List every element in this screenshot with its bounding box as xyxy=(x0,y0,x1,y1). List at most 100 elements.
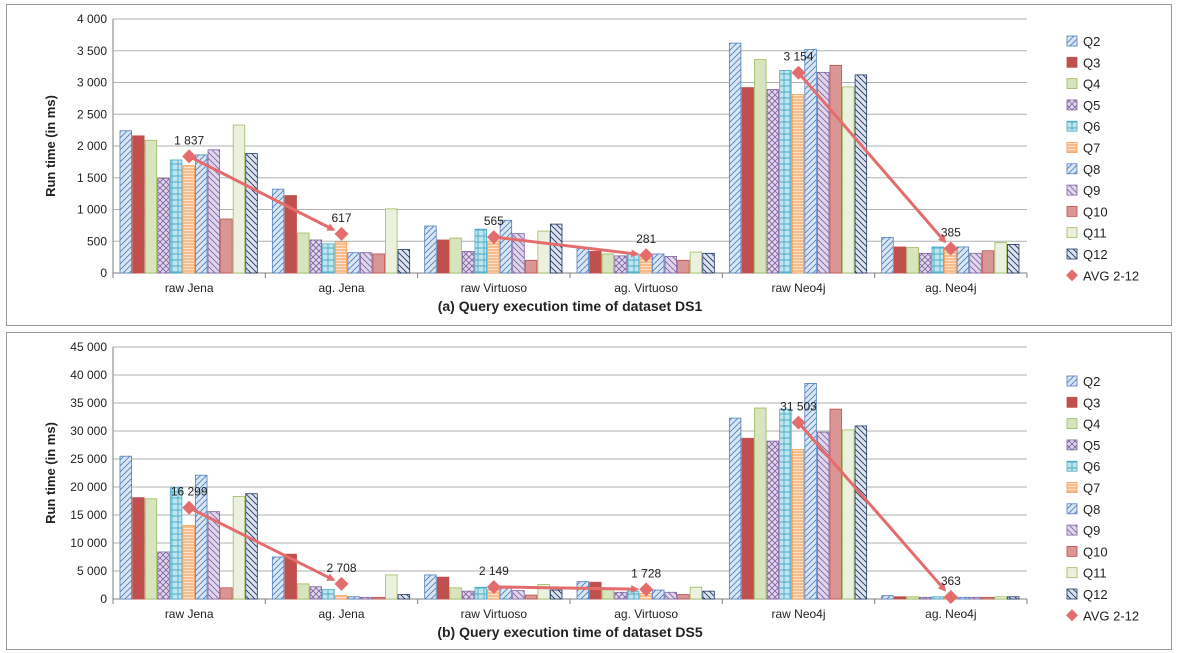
legend-swatch-q4 xyxy=(1066,418,1078,429)
bar-q12 xyxy=(854,425,868,600)
avg-marker xyxy=(639,248,654,263)
legend-label: Q6 xyxy=(1083,459,1100,474)
bar-q3 xyxy=(893,596,907,600)
bar-q3 xyxy=(741,87,754,274)
bar-q9 xyxy=(207,511,221,600)
bar-q6 xyxy=(779,70,792,274)
chart-title: (a) Query execution time of dataset DS1 xyxy=(438,298,703,314)
bar-q10 xyxy=(372,596,385,600)
y-tick-label: 500 xyxy=(87,234,107,248)
avg-marker xyxy=(182,500,197,515)
legend-swatch-q12 xyxy=(1066,248,1078,260)
legend-swatch-q8 xyxy=(1066,163,1078,175)
bar-q7 xyxy=(182,525,195,600)
legend-label: Q11 xyxy=(1083,566,1107,581)
bar-q5 xyxy=(157,551,170,600)
bar-q11 xyxy=(232,496,246,600)
y-tick-label: 4 000 xyxy=(77,12,107,26)
avg-data-label: 565 xyxy=(484,214,504,228)
avg-marker xyxy=(182,149,197,164)
bar-q3 xyxy=(436,239,450,274)
avg-arrow xyxy=(188,506,336,582)
bar-q6 xyxy=(779,408,792,600)
bar-q10 xyxy=(829,64,842,274)
chart-ds5: 0 5 000 10 000 15 000 20 000 25 000 30 000 35 0… xyxy=(43,340,1139,640)
y-axis-title: Run time (in ms) xyxy=(43,422,58,524)
legend-swatch-q2 xyxy=(1066,375,1078,387)
bar-q4 xyxy=(297,583,310,600)
bar-q11 xyxy=(537,230,550,274)
avg-marker xyxy=(334,576,349,591)
bar-q7 xyxy=(791,94,805,274)
legend-swatch-q12 xyxy=(1066,588,1078,600)
bar-q2 xyxy=(119,130,132,274)
bar-q10 xyxy=(677,259,690,274)
bar-q9 xyxy=(664,256,678,274)
avg-arrow xyxy=(797,421,947,592)
legend-swatch-q5 xyxy=(1066,99,1078,111)
bar-q12 xyxy=(1007,244,1020,274)
bar-q9 xyxy=(969,252,982,274)
y-tick-label: 15 000 xyxy=(70,508,107,522)
avg-marker xyxy=(486,230,501,245)
legend-label: Q5 xyxy=(1083,98,1100,113)
bar-q8 xyxy=(499,219,513,274)
bar-q6 xyxy=(626,253,640,274)
bar-q5 xyxy=(461,590,475,600)
bar-q6 xyxy=(931,596,944,600)
bar-q2 xyxy=(424,574,437,600)
legend-label: Q10 xyxy=(1083,204,1108,219)
bar-q3 xyxy=(741,437,754,600)
x-tick-label: raw Virtuoso xyxy=(461,281,528,295)
bar-q2 xyxy=(576,247,589,274)
bar-q11 xyxy=(232,124,246,274)
bar-q12 xyxy=(702,590,715,600)
bar-q11 xyxy=(994,596,1007,600)
bar-q7 xyxy=(791,449,805,600)
bar-q12 xyxy=(854,74,868,274)
bar-q5 xyxy=(614,255,627,274)
bar-q2 xyxy=(271,556,285,600)
bar-q11 xyxy=(385,574,398,600)
bar-q8 xyxy=(195,154,208,274)
avg-data-label: 2 708 xyxy=(326,561,356,575)
bar-q10 xyxy=(524,259,538,274)
x-tick-label: ag. Virtuoso xyxy=(614,281,678,295)
legend-label: Q8 xyxy=(1083,502,1100,517)
legend-swatch-q4 xyxy=(1066,78,1078,89)
chart-panel-ds1: 0 500 1 000 1 500 2 000 2 500 3 000 3 500 4 000 r… xyxy=(6,4,1172,326)
y-tick-label: 1 000 xyxy=(77,203,107,217)
legend-label: AVG 2-12 xyxy=(1083,608,1139,623)
bar-q2 xyxy=(881,595,894,600)
bar-q10 xyxy=(677,594,690,600)
legend-swatch-q2 xyxy=(1066,35,1078,47)
avg-arrow xyxy=(493,585,640,594)
bar-q11 xyxy=(842,429,855,600)
avg-data-label: 1 837 xyxy=(174,133,204,147)
bar-q4 xyxy=(144,498,158,600)
legend-swatch-q7 xyxy=(1066,482,1078,493)
bar-q8 xyxy=(956,246,970,274)
legend-label: Q12 xyxy=(1083,247,1108,262)
bar-q10 xyxy=(524,594,538,600)
legend-swatch-q6 xyxy=(1066,460,1078,472)
avg-data-label: 16 299 xyxy=(171,485,208,499)
bar-q9 xyxy=(816,71,830,274)
legend-label: Q7 xyxy=(1083,481,1100,496)
avg-data-label: 31 503 xyxy=(780,400,817,414)
legend-swatch-avg xyxy=(1066,609,1078,622)
bar-q4 xyxy=(449,237,462,274)
legend-label: Q3 xyxy=(1083,395,1100,410)
x-tick-label: raw Jena xyxy=(165,281,214,295)
bar-q7 xyxy=(182,165,195,274)
bar-q9 xyxy=(969,596,982,600)
y-tick-label: 3 500 xyxy=(77,44,107,58)
bar-q10 xyxy=(220,218,233,274)
avg-marker xyxy=(791,65,806,80)
bar-q8 xyxy=(804,49,817,274)
bar-q5 xyxy=(614,591,627,600)
bar-q5 xyxy=(918,252,932,274)
y-tick-label: 40 000 xyxy=(70,368,107,382)
bar-q12 xyxy=(702,252,715,274)
y-tick-label: 2 500 xyxy=(77,107,107,121)
